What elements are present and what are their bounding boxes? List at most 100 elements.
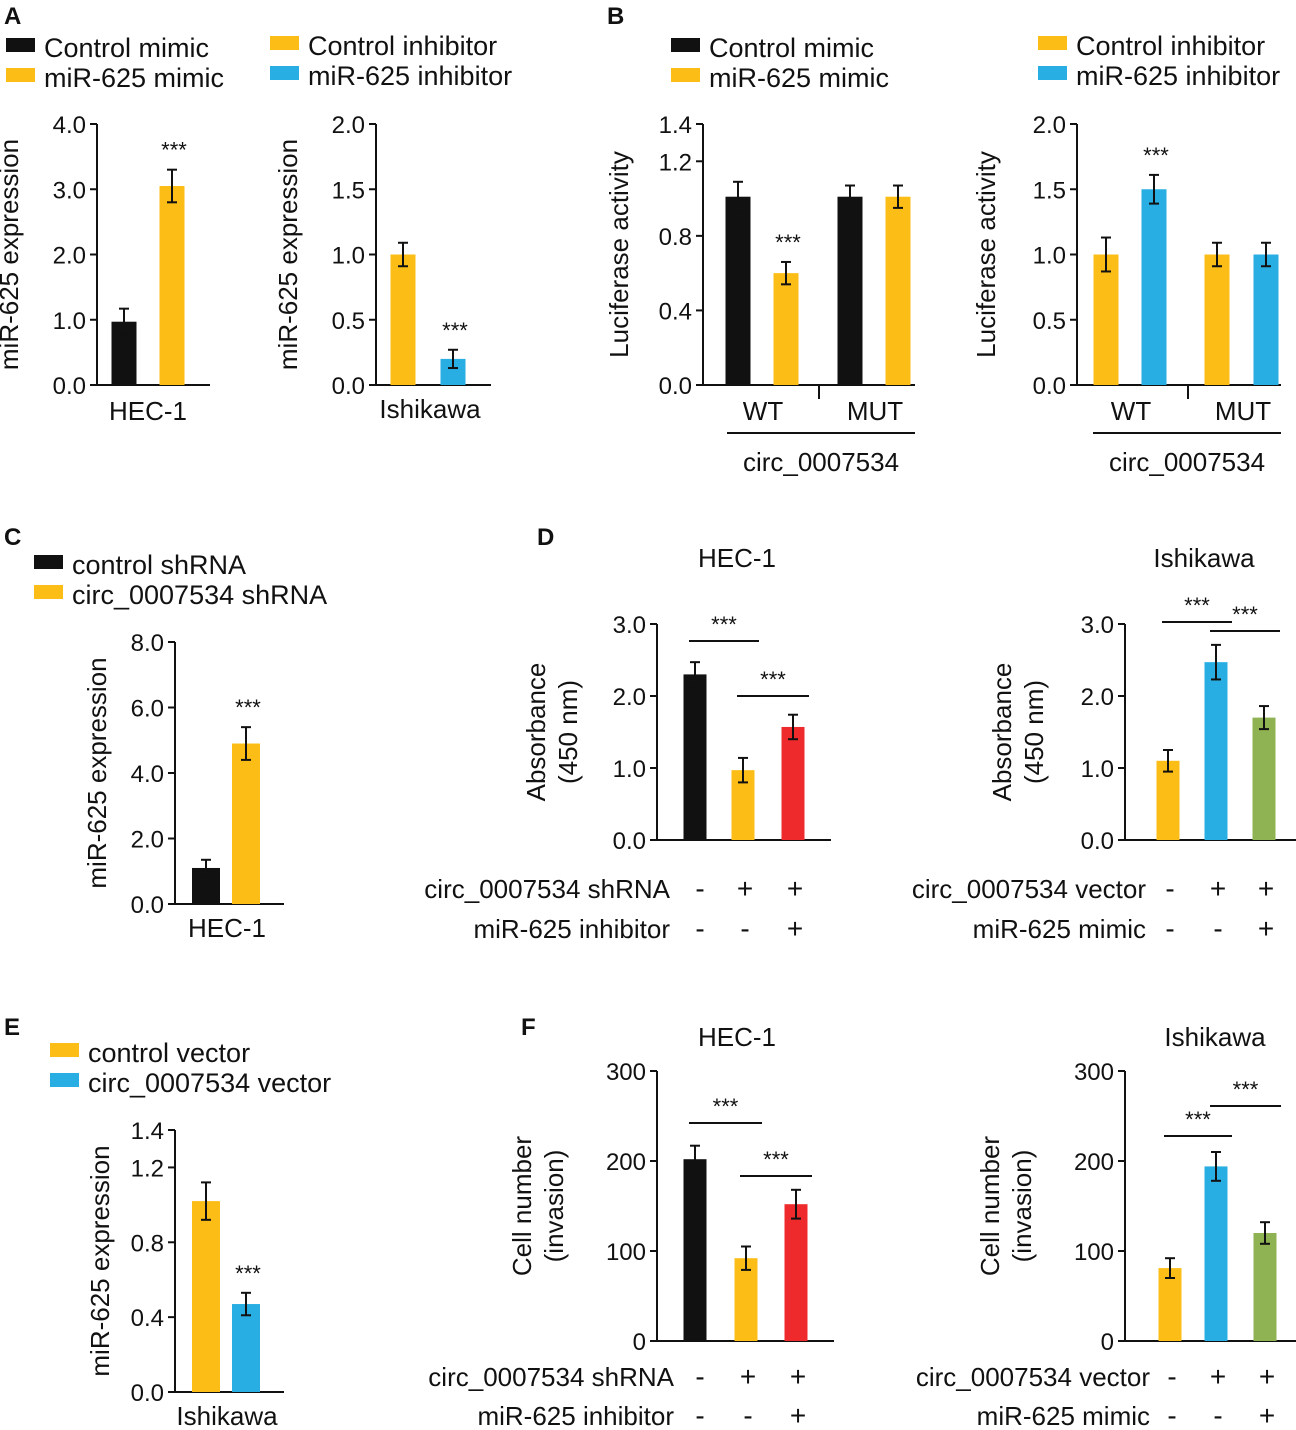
legend-entry-B_right: miR-625 inhibitor <box>1076 61 1280 91</box>
x-category-label-D: Ishikawa <box>176 1401 278 1430</box>
significance-stars-A2: *** <box>442 318 468 343</box>
y-tick-label-A2: 1.5 <box>332 177 365 204</box>
legend-entry-A_left: miR-625 mimic <box>44 63 224 93</box>
condition-label-F1: miR-625 inhibitor <box>477 1401 674 1430</box>
condition-label-F1: circ_0007534 shRNA <box>428 1362 674 1392</box>
legend-entry-B_left: Control mimic <box>709 33 874 63</box>
group-title-B1: circ_0007534 <box>743 447 899 477</box>
significance-stars-C: *** <box>235 695 261 720</box>
y-tick-label-B1: 0.8 <box>659 224 692 251</box>
panel-title-E2: Ishikawa <box>1153 543 1255 573</box>
y-tick-label-B2: 2.0 <box>1033 112 1066 139</box>
condition-mark-E2: - <box>1213 913 1222 944</box>
y-axis-label-B1: Luciferase activity <box>604 151 634 358</box>
bar-B2 <box>1204 254 1230 385</box>
legend-entry-A_right: miR-625 inhibitor <box>308 61 512 91</box>
group-label-B2: MUT <box>1215 396 1271 426</box>
condition-mark-F2: + <box>1210 1361 1226 1392</box>
y-tick-label-F2: 200 <box>1074 1149 1114 1176</box>
condition-mark-E1: - <box>740 913 749 944</box>
y-tick-label-B1: 1.4 <box>659 112 692 139</box>
y-tick-label-B1: 0.0 <box>659 373 692 400</box>
legend-entry-D: circ_0007534 vector <box>88 1068 331 1098</box>
y-axis-label-E2: Absorbance <box>987 663 1017 802</box>
panel-label-E: E <box>4 1014 20 1041</box>
significance-stars-F1: *** <box>763 1147 789 1172</box>
bar-E2 <box>1252 717 1276 840</box>
y-tick-label-A1: 2.0 <box>53 243 86 270</box>
significance-stars-E2: *** <box>1184 593 1210 618</box>
bar-B2 <box>1141 189 1167 385</box>
panel-title-F2: Ishikawa <box>1164 1022 1266 1052</box>
y-tick-label-F1: 100 <box>606 1239 646 1266</box>
y-axis-label-D: miR-625 expression <box>85 1145 115 1376</box>
y-tick-label-C: 8.0 <box>131 630 164 657</box>
panel-title-E1: HEC-1 <box>698 543 776 573</box>
legend-swatch-D <box>50 1043 79 1057</box>
legend-swatch-A_right <box>270 36 299 50</box>
y-tick-label-B2: 0.0 <box>1033 373 1066 400</box>
legend-entry-A_right: Control inhibitor <box>308 31 497 61</box>
y-tick-label-E1: 2.0 <box>613 684 646 711</box>
y-tick-label-F2: 100 <box>1074 1239 1114 1266</box>
condition-mark-E1: + <box>737 873 753 904</box>
y-tick-label-A2: 0.0 <box>332 373 365 400</box>
y-tick-label-B1: 1.2 <box>659 149 692 176</box>
legend-swatch-B_right <box>1038 36 1067 50</box>
bar-B2 <box>1253 254 1279 385</box>
legend-entry-B_left: miR-625 mimic <box>709 63 889 93</box>
y-axis-label-A2: miR-625 expression <box>273 139 303 370</box>
panel-label-D: D <box>537 524 554 551</box>
bar-F2 <box>1158 1268 1182 1341</box>
condition-mark-E1: + <box>787 873 803 904</box>
legend-swatch-B_right <box>1038 66 1067 80</box>
y-tick-label-E2: 3.0 <box>1081 612 1114 639</box>
y-tick-label-D: 0.8 <box>131 1230 164 1257</box>
significance-stars-B2: *** <box>1143 143 1169 168</box>
legend-swatch-B_left <box>671 38 700 52</box>
condition-mark-F1: - <box>695 1400 704 1430</box>
bar-E1 <box>781 726 805 840</box>
legend-swatch-A_right <box>270 66 299 80</box>
legend-swatch-D <box>50 1073 79 1087</box>
y-tick-label-F1: 200 <box>606 1149 646 1176</box>
significance-stars-E1: *** <box>711 612 737 637</box>
condition-mark-F1: + <box>740 1361 756 1392</box>
y-tick-label-D: 1.4 <box>131 1118 164 1145</box>
significance-stars-F1: *** <box>713 1094 739 1119</box>
condition-mark-F2: + <box>1259 1361 1275 1392</box>
bar-F1 <box>734 1258 758 1341</box>
y-tick-label-E1: 3.0 <box>613 612 646 639</box>
legend-entry-C: circ_0007534 shRNA <box>72 580 327 610</box>
y-tick-label-C: 6.0 <box>131 696 164 723</box>
group-label-B2: WT <box>1111 396 1152 426</box>
significance-stars-D: *** <box>235 1261 261 1286</box>
condition-mark-F1: + <box>790 1400 806 1430</box>
y-tick-label-C: 2.0 <box>131 827 164 854</box>
bar-D <box>232 1304 260 1392</box>
bar-E2 <box>1156 760 1180 840</box>
y-axis-label-E1: (450 nm) <box>553 680 583 784</box>
legend-swatch-B_left <box>671 68 700 82</box>
legend-entry-B_right: Control inhibitor <box>1076 31 1265 61</box>
y-tick-label-D: 0.0 <box>131 1380 164 1407</box>
significance-stars-F2: *** <box>1233 1077 1259 1102</box>
y-tick-label-D: 1.2 <box>131 1155 164 1182</box>
bar-E1 <box>683 674 707 840</box>
condition-mark-E1: - <box>695 913 704 944</box>
bar-B1 <box>837 196 863 385</box>
bar-C <box>232 743 260 904</box>
significance-stars-A1: *** <box>161 138 187 163</box>
condition-mark-E1: + <box>787 913 803 944</box>
bar-B1 <box>725 196 751 385</box>
significance-stars-E2: *** <box>1232 602 1258 627</box>
panel-label-C: C <box>4 524 21 551</box>
condition-label-E2: circ_0007534 vector <box>912 874 1146 904</box>
legend-entry-C: control shRNA <box>72 550 246 580</box>
y-tick-label-A1: 1.0 <box>53 308 86 335</box>
y-tick-label-A1: 0.0 <box>53 373 86 400</box>
y-tick-label-D: 0.4 <box>131 1305 164 1332</box>
bar-F1 <box>683 1159 707 1341</box>
y-tick-label-A1: 4.0 <box>53 112 86 139</box>
y-tick-label-E2: 1.0 <box>1081 756 1114 783</box>
